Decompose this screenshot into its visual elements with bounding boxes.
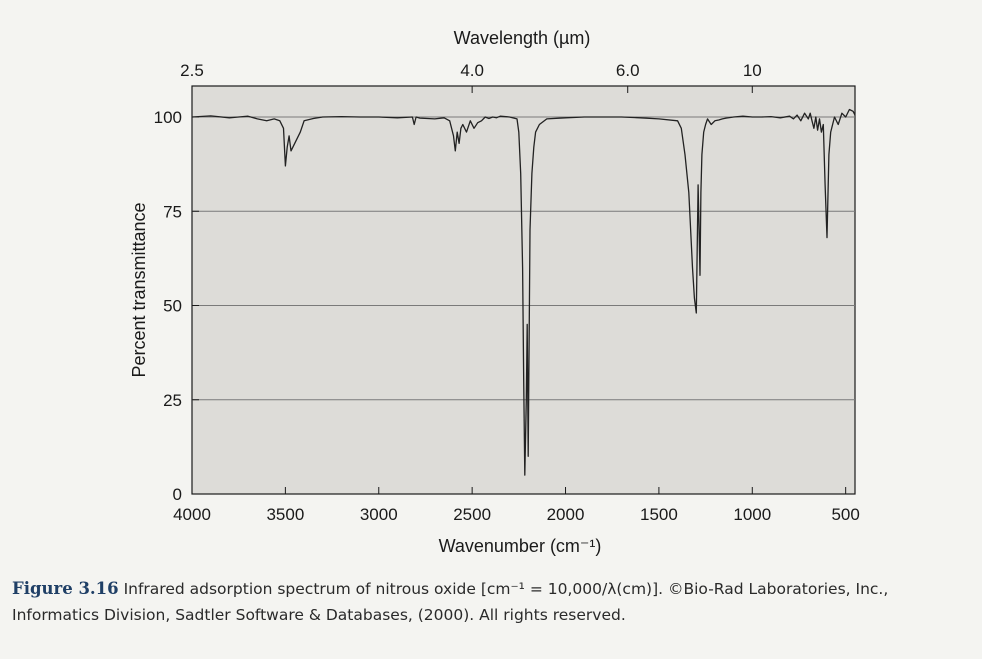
top-axis-title: Wavelength (µm): [454, 28, 591, 48]
x-tick-label-3000: 3000: [360, 505, 398, 524]
y-tick-label-75: 75: [163, 202, 182, 221]
top-axis-ticks: 2.5 4.0 6.0 10: [180, 61, 762, 93]
caption-line-2: Informatics Division, Sadtler Software &…: [12, 606, 626, 624]
top-tick-label-1: 4.0: [460, 61, 484, 80]
x-tick-label-2500: 2500: [453, 505, 491, 524]
caption-line-1: Infrared adsorption spectrum of nitrous …: [123, 580, 889, 598]
top-tick-label-2: 6.0: [616, 61, 640, 80]
x-tick-label-3500: 3500: [266, 505, 304, 524]
top-tick-label-3: 10: [743, 61, 762, 80]
x-tick-label-1500: 1500: [640, 505, 678, 524]
x-axis-title: Wavenumber (cm⁻¹): [439, 536, 602, 556]
y-tick-label-25: 25: [163, 391, 182, 410]
y-axis-title: Percent transmittance: [129, 202, 149, 377]
top-tick-label-0: 2.5: [180, 61, 204, 80]
plot-area: [191, 85, 856, 495]
ir-spectrum-chart: 4000 3500 3000 2500 2000 1500 1000 500 0 25 50 75 1…: [129, 28, 860, 556]
x-tick-label-2000: 2000: [547, 505, 585, 524]
y-tick-label-50: 50: [163, 297, 182, 316]
y-axis-ticks: 0 25 50 75 100: [154, 108, 199, 504]
x-tick-label-1000: 1000: [733, 505, 771, 524]
y-tick-label-0: 0: [173, 485, 182, 504]
x-tick-label-500: 500: [831, 505, 859, 524]
spectrum-line: [191, 108, 856, 476]
caption-label: Figure 3.16: [12, 579, 119, 598]
figure-caption: Figure 3.16 Infrared adsorption spectrum…: [12, 576, 972, 628]
x-axis-ticks: 4000 3500 3000 2500 2000 1500 1000 500: [173, 487, 860, 524]
y-tick-label-100: 100: [154, 108, 182, 127]
x-tick-label-4000: 4000: [173, 505, 211, 524]
